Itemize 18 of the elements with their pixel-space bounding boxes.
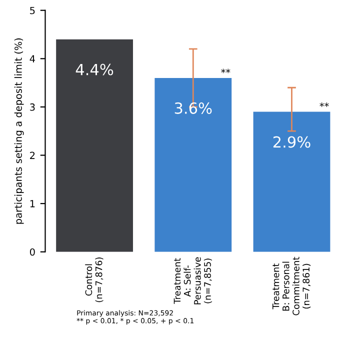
annotation: ** [320,102,329,107]
x-tick-label: Treatment B: Personal Commitment (n=7,861) [272,256,311,316]
data-label: 4.4% [76,64,114,76]
data-label: 2.9% [273,136,310,148]
x-tick-label: Control (n=7,876) [85,257,104,302]
bar [253,112,330,252]
bar [56,39,133,252]
y-tick-label: 0 [30,248,35,256]
bar [154,78,232,252]
y-tick-label: 5 [30,6,35,14]
y-tick-label: 4 [30,55,35,62]
y-tick-label: 2 [30,152,35,159]
data-label: 3.6% [174,102,212,114]
y-axis-title: participants setting a deposit limit (%) [14,38,24,224]
y-tick-label: 3 [30,103,35,111]
x-tick-label: Treatment A: Self- Persuasive (n=7,855) [174,257,212,304]
annotation: ** [221,68,230,74]
y-tick-label: 1 [30,200,35,208]
